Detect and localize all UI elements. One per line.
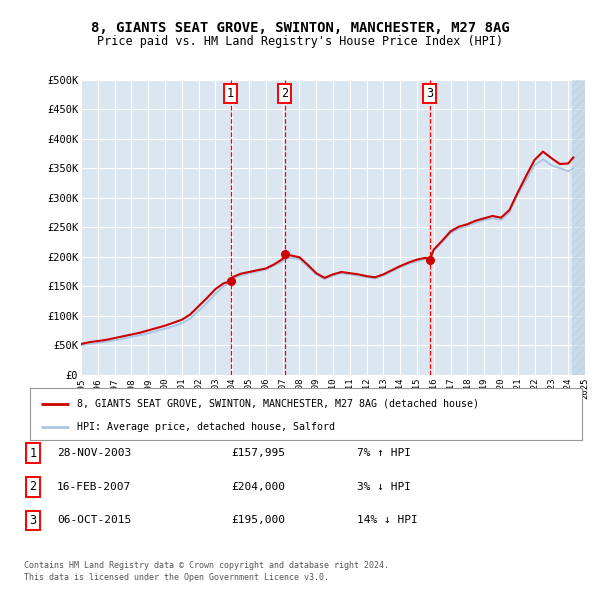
Text: This data is licensed under the Open Government Licence v3.0.: This data is licensed under the Open Gov… — [24, 573, 329, 582]
Text: 06-OCT-2015: 06-OCT-2015 — [57, 516, 131, 525]
Text: Price paid vs. HM Land Registry's House Price Index (HPI): Price paid vs. HM Land Registry's House … — [97, 35, 503, 48]
Text: 3: 3 — [426, 87, 433, 100]
Text: 8, GIANTS SEAT GROVE, SWINTON, MANCHESTER, M27 8AG (detached house): 8, GIANTS SEAT GROVE, SWINTON, MANCHESTE… — [77, 399, 479, 409]
Bar — [572, 80, 585, 375]
Text: 28-NOV-2003: 28-NOV-2003 — [57, 448, 131, 458]
Text: HPI: Average price, detached house, Salford: HPI: Average price, detached house, Salf… — [77, 422, 335, 432]
Text: 8, GIANTS SEAT GROVE, SWINTON, MANCHESTER, M27 8AG: 8, GIANTS SEAT GROVE, SWINTON, MANCHESTE… — [91, 21, 509, 35]
Text: £195,000: £195,000 — [231, 516, 285, 525]
Text: 3: 3 — [29, 514, 37, 527]
Text: 1: 1 — [29, 447, 37, 460]
Text: 14% ↓ HPI: 14% ↓ HPI — [357, 516, 418, 525]
Text: 2: 2 — [281, 87, 288, 100]
Text: 1: 1 — [227, 87, 234, 100]
Text: 16-FEB-2007: 16-FEB-2007 — [57, 482, 131, 491]
Text: 3% ↓ HPI: 3% ↓ HPI — [357, 482, 411, 491]
Text: £204,000: £204,000 — [231, 482, 285, 491]
Text: 7% ↑ HPI: 7% ↑ HPI — [357, 448, 411, 458]
Text: 2: 2 — [29, 480, 37, 493]
Text: £157,995: £157,995 — [231, 448, 285, 458]
Text: Contains HM Land Registry data © Crown copyright and database right 2024.: Contains HM Land Registry data © Crown c… — [24, 560, 389, 569]
